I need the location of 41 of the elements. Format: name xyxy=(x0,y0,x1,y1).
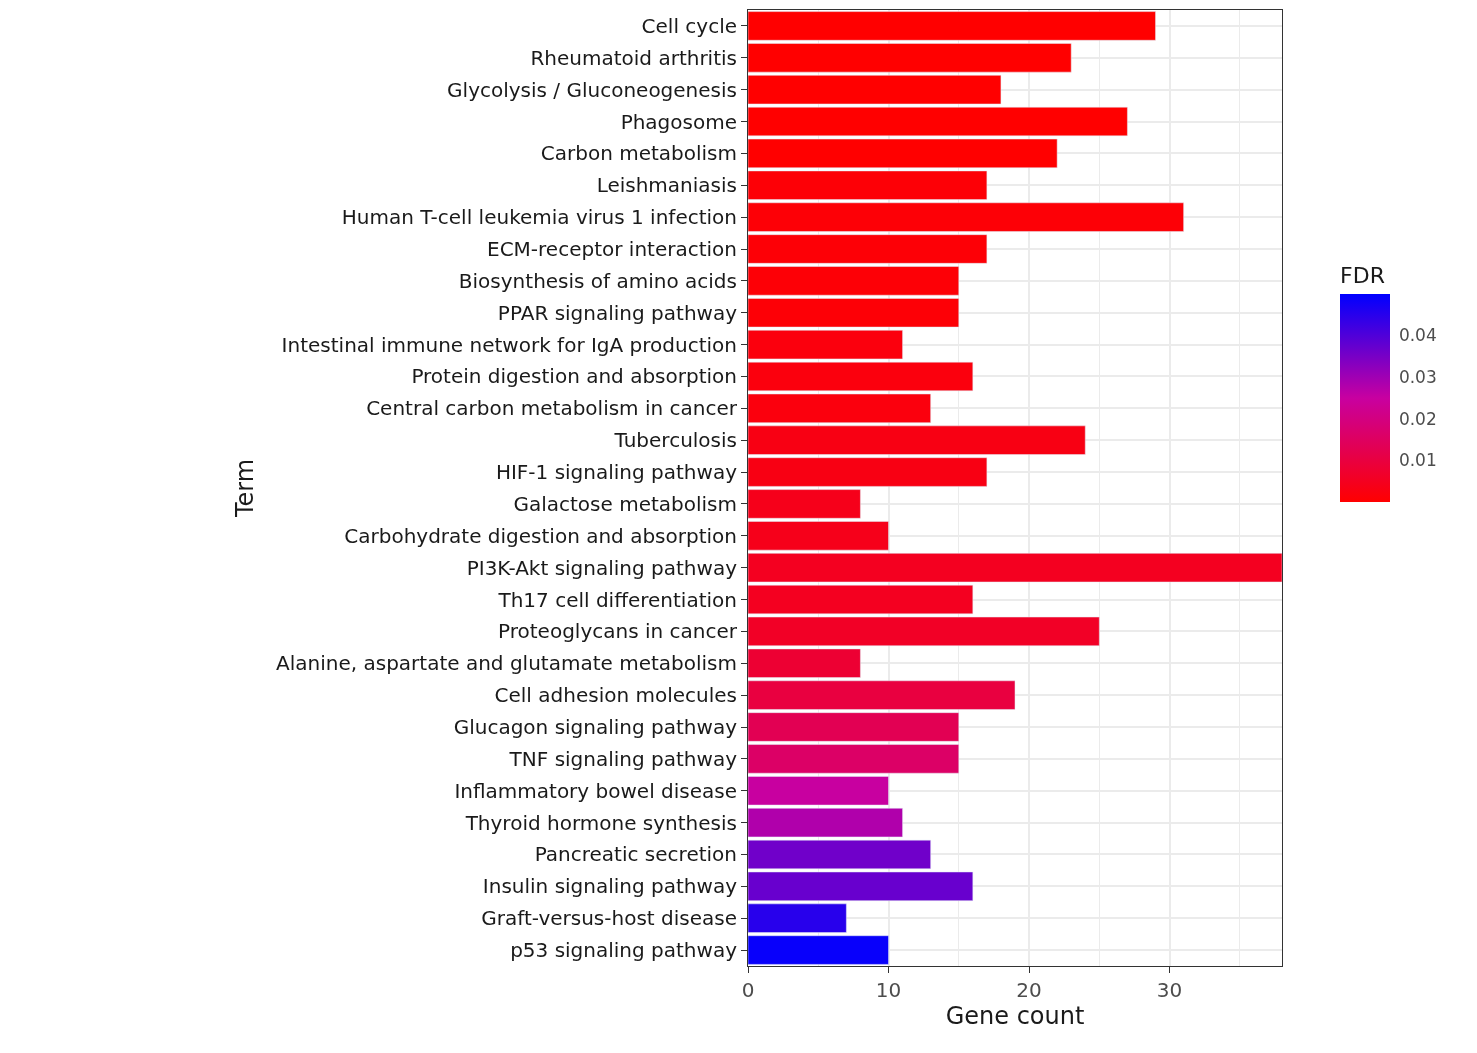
color-bar-label: 0.02 xyxy=(1398,408,1437,429)
y-tick-label: Th17 cell differentiation xyxy=(497,587,737,612)
y-tick-label: Alanine, aspartate and glutamate metabolism xyxy=(276,651,737,676)
y-tick-label: Leishmaniasis xyxy=(596,173,737,198)
y-tick-label: Insulin signaling pathway xyxy=(482,874,738,899)
y-tick-label: ECM-receptor interaction xyxy=(487,237,737,261)
x-tick-label: 0 xyxy=(741,978,755,1002)
y-tick-label: Glycolysis / Gluconeogenesis xyxy=(447,77,737,102)
y-tick-label: PI3K-Akt signaling pathway xyxy=(466,555,738,580)
y-tick-label: HIF-1 signaling pathway xyxy=(495,460,738,485)
x-tick-label: 30 xyxy=(1156,978,1183,1002)
y-tick-label: Glucagon signaling pathway xyxy=(453,715,738,739)
y-tick-label: Cell adhesion molecules xyxy=(494,683,737,708)
x-tick-label: 10 xyxy=(875,978,902,1002)
y-tick-label: Pancreatic secretion xyxy=(534,842,737,867)
y-tick-label: Cell cycle xyxy=(641,13,737,38)
y-tick-label: Graft-versus-host disease xyxy=(481,906,737,931)
y-tick-label: Carbon metabolism xyxy=(540,141,737,166)
y-tick-label: Tuberculosis xyxy=(613,428,737,453)
y-tick-label: Human T-cell leukemia virus 1 infection xyxy=(341,205,737,230)
color-bar-title: FDR xyxy=(1340,263,1385,289)
y-tick-label: p53 signaling pathway xyxy=(510,938,738,963)
y-tick-label: Central carbon metabolism in cancer xyxy=(366,396,738,421)
y-tick-label: Thyroid hormone synthesis xyxy=(464,810,737,835)
color-bar-label: 0.01 xyxy=(1398,450,1437,471)
y-tick-label: TNF signaling pathway xyxy=(508,746,738,771)
y-axis-title: Term xyxy=(231,458,260,519)
y-tick-label: Galactose metabolism xyxy=(513,491,737,516)
y-tick-label: Phagosome xyxy=(620,109,737,134)
y-tick-label: Rheumatoid arthritis xyxy=(530,45,737,70)
y-tick-label: Protein digestion and absorption xyxy=(411,364,737,389)
y-tick-label: PPAR signaling pathway xyxy=(497,300,738,325)
color-bar-label: 0.04 xyxy=(1398,325,1437,346)
y-tick-label: Proteoglycans in cancer xyxy=(498,619,738,644)
y-tick-label: Intestinal immune network for IgA production xyxy=(281,332,737,357)
x-tick-label: 20 xyxy=(1016,978,1042,1002)
x-axis-title: Gene count xyxy=(945,1002,1085,1030)
color-bar-label: 0.03 xyxy=(1398,366,1437,387)
y-tick-label: Carbohydrate digestion and absorption xyxy=(344,523,737,548)
y-tick-label: Biosynthesis of amino acids xyxy=(458,268,737,293)
y-tick-label: Inflammatory bowel disease xyxy=(454,778,737,803)
